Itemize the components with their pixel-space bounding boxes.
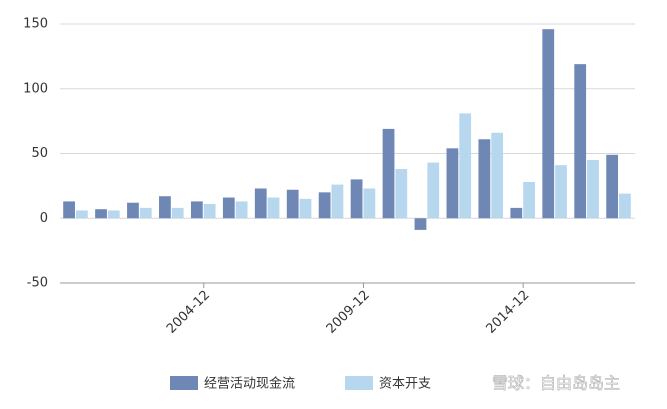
bar	[331, 184, 344, 219]
bar	[510, 207, 523, 219]
bar	[555, 165, 567, 219]
bar	[159, 196, 171, 219]
y-tick-label: 50	[31, 146, 48, 161]
bar	[127, 202, 139, 219]
bar	[395, 169, 408, 219]
bar	[427, 162, 440, 219]
y-tick-label: 100	[23, 81, 48, 96]
bar	[203, 204, 216, 219]
bar	[478, 139, 491, 219]
bar	[350, 179, 363, 219]
watermark: 雪球：自由岛岛主	[492, 374, 620, 393]
bar	[139, 207, 152, 219]
bar	[75, 210, 88, 219]
bar	[299, 198, 312, 219]
legend-swatch	[345, 376, 373, 390]
legend-swatch	[170, 376, 198, 390]
y-tick-label: 0	[40, 211, 48, 226]
bar	[491, 132, 504, 219]
bar	[523, 181, 535, 219]
bar	[318, 192, 331, 219]
x-tick-label: 2009-12	[324, 288, 373, 337]
bar	[606, 154, 619, 219]
bar	[107, 210, 120, 219]
legend-label: 资本开支	[379, 377, 431, 392]
bar	[222, 197, 235, 219]
bar	[414, 218, 427, 230]
legend-label: 经营活动现金流	[204, 376, 295, 392]
y-tick-label: -50	[27, 276, 48, 291]
bar	[254, 188, 267, 219]
bar	[190, 201, 203, 219]
bar	[587, 159, 599, 219]
bar	[446, 148, 459, 219]
x-tick-label: 2004-12	[164, 288, 213, 337]
bar	[619, 193, 631, 219]
bar	[542, 29, 555, 219]
bar	[95, 209, 107, 219]
bar	[286, 189, 299, 219]
bar	[267, 197, 280, 219]
bar	[363, 188, 376, 219]
bar	[382, 128, 395, 219]
bar	[459, 113, 472, 219]
y-tick-label: 150	[23, 17, 48, 32]
bar	[574, 64, 587, 219]
bar	[63, 201, 75, 219]
bar	[171, 207, 184, 219]
bar	[235, 201, 248, 219]
x-tick-label: 2014-12	[483, 288, 532, 337]
